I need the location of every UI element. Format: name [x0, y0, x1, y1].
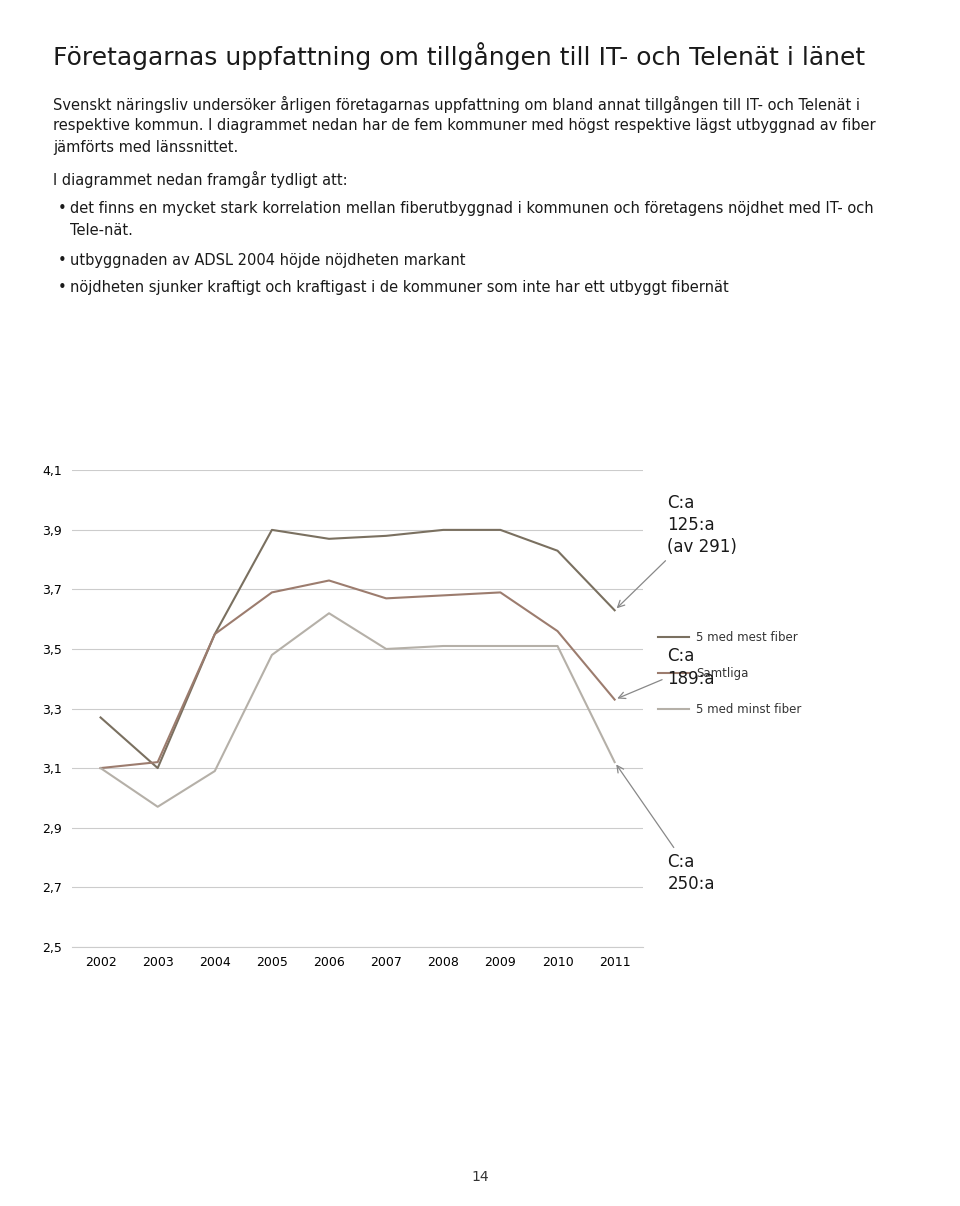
Text: 14: 14 [471, 1170, 489, 1184]
Text: respektive kommun. I diagrammet nedan har de fem kommuner med högst respektive l: respektive kommun. I diagrammet nedan ha… [53, 118, 876, 133]
Text: det finns en mycket stark korrelation mellan fiberutbyggnad i kommunen och föret: det finns en mycket stark korrelation me… [70, 201, 874, 216]
Text: C:a
250:a: C:a 250:a [617, 766, 715, 892]
Text: •: • [58, 280, 66, 294]
Text: Samtliga: Samtliga [696, 667, 749, 680]
Text: Företagarnas uppfattning om tillgången till IT- och Telenät i länet: Företagarnas uppfattning om tillgången t… [53, 42, 865, 70]
Text: Tele-nät.: Tele-nät. [70, 223, 132, 238]
Text: utbyggnaden av ADSL 2004 höjde nöjdheten markant: utbyggnaden av ADSL 2004 höjde nöjdheten… [70, 253, 466, 268]
Text: jämförts med länssnittet.: jämförts med länssnittet. [53, 140, 238, 154]
Text: 5 med minst fiber: 5 med minst fiber [696, 703, 802, 715]
Text: I diagrammet nedan framgår tydligt att:: I diagrammet nedan framgår tydligt att: [53, 171, 348, 188]
Text: C:a
125:a
(av 291): C:a 125:a (av 291) [617, 493, 737, 608]
Text: •: • [58, 253, 66, 268]
Text: 5 med mest fiber: 5 med mest fiber [696, 631, 798, 644]
Text: nöjdheten sjunker kraftigt och kraftigast i de kommuner som inte har ett utbyggt: nöjdheten sjunker kraftigt och kraftigas… [70, 280, 729, 294]
Text: •: • [58, 201, 66, 216]
Text: Svenskt näringsliv undersöker årligen företagarnas uppfattning om bland annat ti: Svenskt näringsliv undersöker årligen fö… [53, 96, 860, 113]
Text: C:a
189:a: C:a 189:a [618, 648, 715, 698]
